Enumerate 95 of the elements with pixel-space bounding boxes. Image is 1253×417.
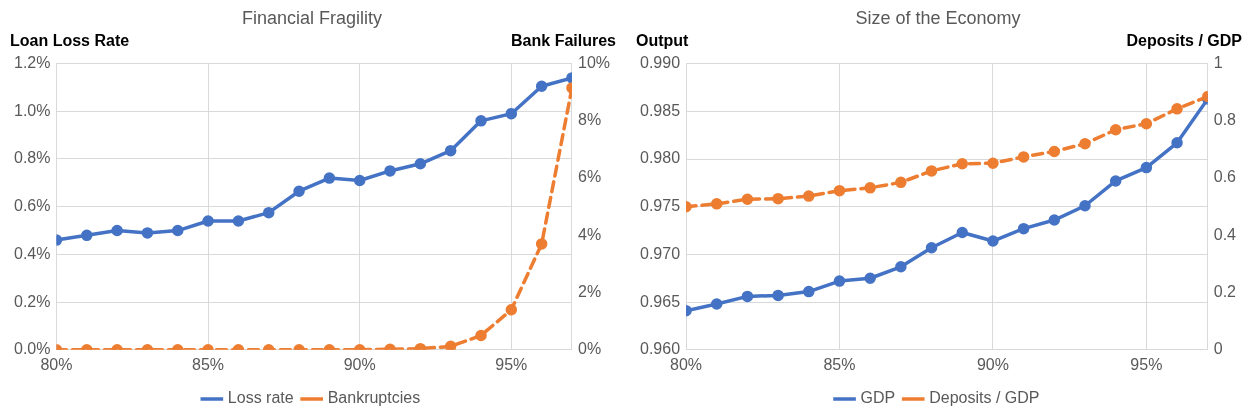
point (833, 184, 846, 197)
x-tick-label: 85% (823, 355, 856, 373)
point (1140, 161, 1153, 174)
y2-tick-label: 6% (577, 168, 602, 186)
point (505, 107, 518, 120)
y-tick-label: 1.2% (14, 54, 51, 72)
point (172, 224, 184, 237)
point (444, 340, 457, 350)
point (925, 165, 938, 177)
y2-tick-label: 0.6 (1213, 168, 1237, 186)
point (535, 80, 548, 93)
point (323, 172, 336, 184)
y-tick-label: 0.0% (14, 340, 51, 358)
y-tick-label: 0.980 (639, 149, 681, 167)
y-tick-label: 0.975 (639, 197, 681, 215)
y2-tick-label: 10% (577, 54, 611, 72)
point (353, 174, 366, 187)
point (1109, 175, 1122, 187)
y-tick-label: 0.985 (639, 101, 681, 119)
x-tick-label: 90% (976, 355, 1009, 373)
point (293, 185, 305, 197)
y2-axis-title: Deposits / GDP (1126, 32, 1243, 50)
point (1109, 123, 1122, 136)
y2-tick-label: 0% (577, 340, 602, 358)
y-tick-label: 0.960 (639, 340, 681, 358)
point (1048, 145, 1061, 158)
legend-label: Bankruptcies (327, 389, 421, 407)
x-tick-label: 95% (1130, 355, 1163, 373)
y-tick-label: 0.2% (14, 292, 51, 310)
point (741, 290, 754, 303)
point (987, 157, 999, 169)
point (111, 224, 123, 237)
point (535, 238, 548, 250)
point (772, 289, 784, 302)
y2-tick-label: 0.8 (1213, 111, 1237, 129)
y-tick-label: 0.4% (14, 244, 51, 262)
point (925, 241, 938, 254)
y-tick-label: 0.990 (639, 54, 681, 72)
point (772, 192, 784, 205)
point (956, 158, 968, 170)
legend-label: Deposits / GDP (929, 389, 1040, 407)
y2-tick-label: 1 (1213, 54, 1223, 72)
x-tick-label: 85% (192, 355, 225, 373)
point (803, 285, 815, 298)
point (833, 275, 846, 287)
x-tick-label: 80% (670, 355, 703, 373)
point (741, 193, 754, 206)
point (987, 235, 999, 247)
point (956, 226, 968, 239)
point (1079, 200, 1091, 212)
point (141, 227, 154, 239)
y-axis-title: Loan Loss Rate (10, 32, 130, 50)
y2-tick-label: 4% (577, 225, 602, 243)
y-tick-label: 0.965 (639, 292, 681, 310)
point (1079, 137, 1091, 150)
y-tick-label: 0.970 (639, 244, 681, 262)
point (1140, 117, 1153, 130)
point (864, 182, 876, 194)
y-tick-label: 0.6% (14, 197, 51, 215)
point (1171, 137, 1183, 149)
point (414, 158, 427, 170)
y-tick-label: 1.0% (14, 101, 51, 119)
x-tick-label: 95% (495, 355, 528, 373)
legend-label: Loss rate (227, 389, 294, 407)
y2-tick-label: 0 (1213, 340, 1223, 358)
point (384, 165, 396, 177)
point (895, 176, 907, 189)
y2-tick-label: 0.4 (1213, 225, 1237, 243)
point (895, 261, 907, 273)
y2-tick-label: 8% (577, 111, 602, 129)
point (232, 215, 245, 227)
chart-title: Size of the Economy (855, 7, 1021, 28)
x-tick-label: 90% (343, 355, 376, 373)
x-tick-label: 80% (40, 355, 73, 373)
point (505, 303, 518, 316)
point (475, 115, 487, 127)
point (262, 206, 275, 219)
point (1048, 214, 1061, 226)
point (864, 272, 876, 284)
point (710, 298, 723, 310)
point (1017, 222, 1030, 235)
point (444, 144, 457, 157)
point (1171, 103, 1183, 115)
point (202, 215, 214, 227)
y2-tick-label: 0.2 (1213, 282, 1237, 300)
point (81, 229, 93, 242)
y-tick-label: 0.8% (14, 149, 51, 167)
point (710, 198, 723, 210)
legend-label: GDP (860, 389, 896, 407)
y2-tick-label: 2% (577, 282, 602, 300)
chart-title: Financial Fragility (241, 7, 383, 28)
y-axis-title: Output (636, 32, 690, 50)
y2-axis-title: Bank Failures (511, 32, 617, 50)
point (803, 190, 815, 202)
point (1017, 151, 1030, 163)
